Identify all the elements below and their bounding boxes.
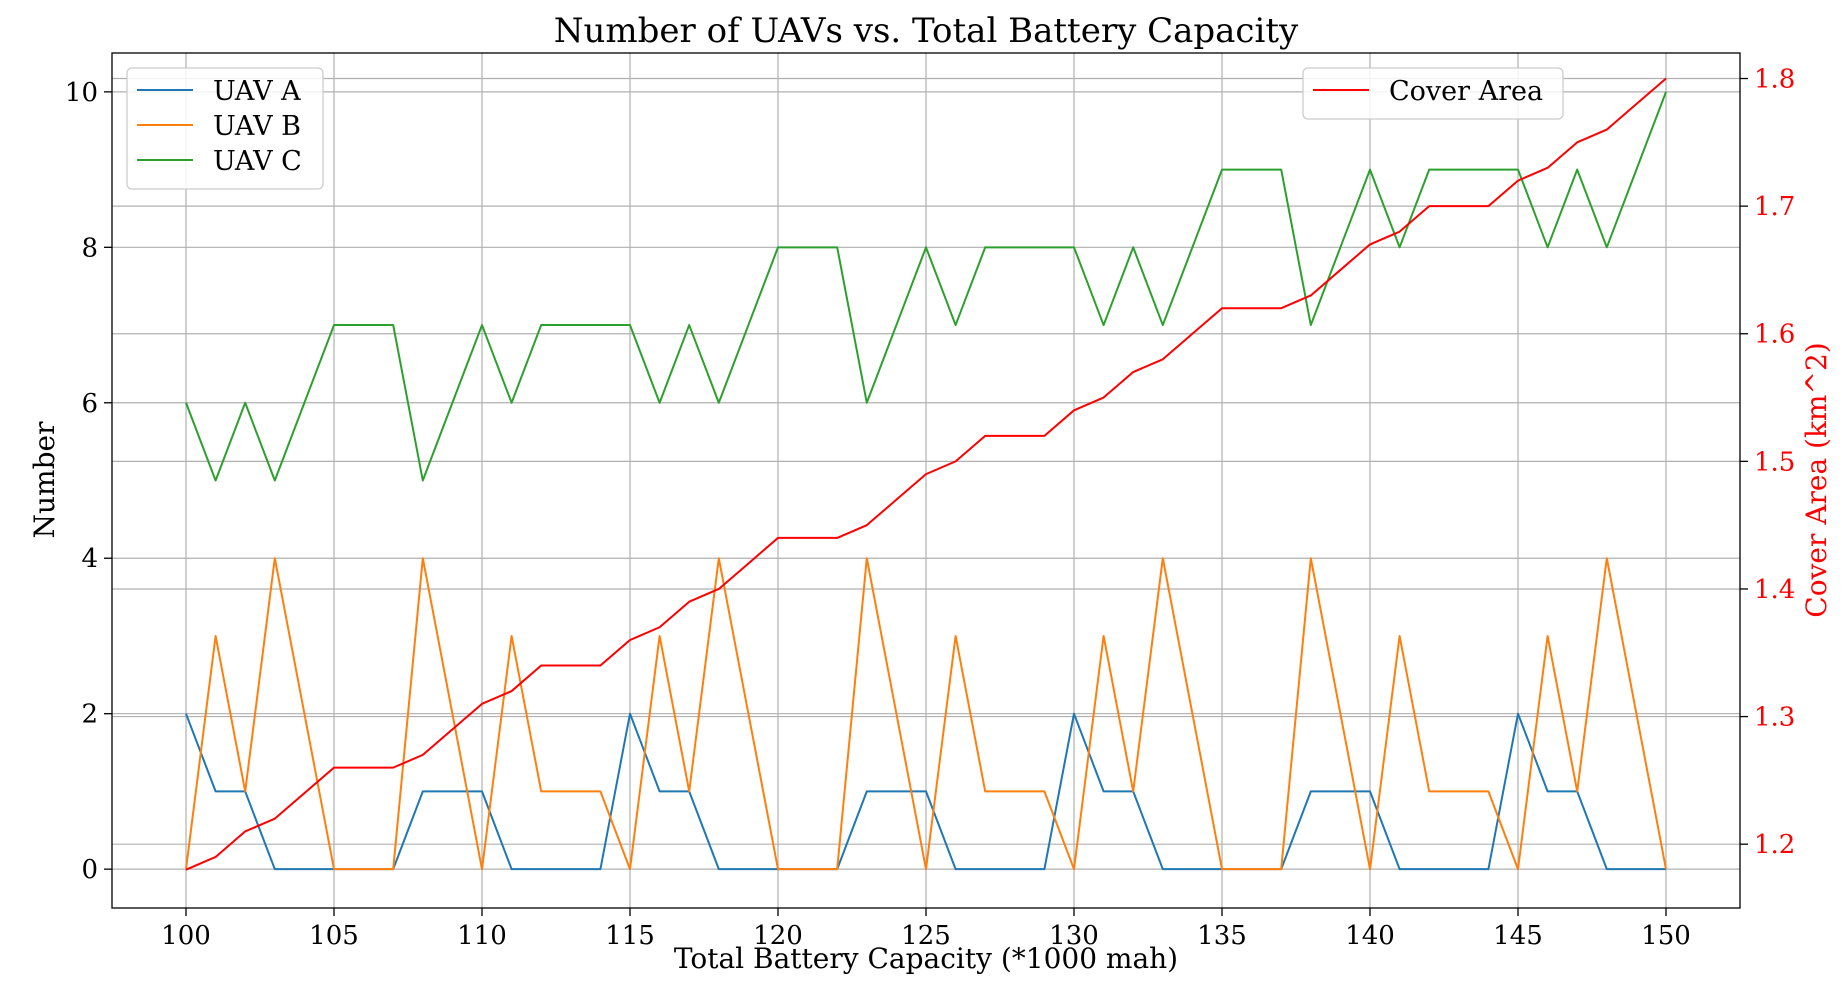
legend-label-uav-b: UAV B (213, 111, 301, 142)
series-line-uav-c (185, 91, 1667, 482)
y-tick-label-right: 1.2 (1754, 830, 1795, 860)
x-tick-label: 105 (309, 921, 359, 951)
y-tick-label: 4 (81, 544, 98, 574)
y-tick-label: 2 (81, 700, 98, 730)
ticks-layer: 100 105 110 115 120 125 130 135 140 145 150 0 2 4 6 8 10… (65, 65, 1795, 951)
legend-box (126, 67, 324, 190)
y-tick-label-right: 1.7 (1754, 192, 1795, 222)
legend-right: Cover Area (1302, 67, 1564, 120)
x-tick-label: 140 (1345, 921, 1395, 951)
x-tick-label: 145 (1493, 921, 1543, 951)
y-tick-label-right: 1.3 (1754, 703, 1795, 733)
x-tick-label: 150 (1641, 921, 1691, 951)
y-axis-label-right: Cover Area (km^2) (1800, 342, 1833, 617)
y-axis-label: Number (28, 421, 61, 539)
x-tick-label: 115 (605, 921, 655, 951)
y-tick-label-right: 1.6 (1754, 320, 1795, 350)
x-tick-label: 130 (1049, 921, 1099, 951)
x-tick-label: 120 (753, 921, 803, 951)
y-tick-label-right: 1.5 (1754, 447, 1795, 477)
grid-layer (112, 53, 1740, 908)
y-tick-label: 10 (65, 78, 98, 108)
y-tick-label: 8 (81, 233, 98, 263)
y-tick-label: 0 (81, 855, 98, 885)
y-tick-label: 6 (81, 389, 98, 419)
legend-box (1302, 67, 1564, 120)
series-line-cover-area (185, 77, 1667, 871)
x-tick-label: 100 (161, 921, 211, 951)
x-axis-label: Total Battery Capacity (*1000 mah) (674, 942, 1178, 975)
legend-label-uav-a: UAV A (213, 76, 301, 107)
legend-label-uav-c: UAV C (213, 146, 302, 177)
y-tick-label-right: 1.8 (1754, 65, 1795, 95)
series-line-uav-b (185, 557, 1667, 871)
x-tick-label: 135 (1197, 921, 1247, 951)
legend-label-cover-area: Cover Area (1389, 76, 1543, 107)
x-tick-label: 125 (901, 921, 951, 951)
y-tick-label-right: 1.4 (1754, 575, 1795, 605)
series-line-uav-a (185, 712, 1666, 871)
chart-title: Number of UAVs vs. Total Battery Capacit… (554, 11, 1299, 51)
legend-left: UAV A UAV B UAV C (126, 67, 324, 190)
x-tick-label: 110 (457, 921, 507, 951)
series-layer (185, 77, 1667, 871)
